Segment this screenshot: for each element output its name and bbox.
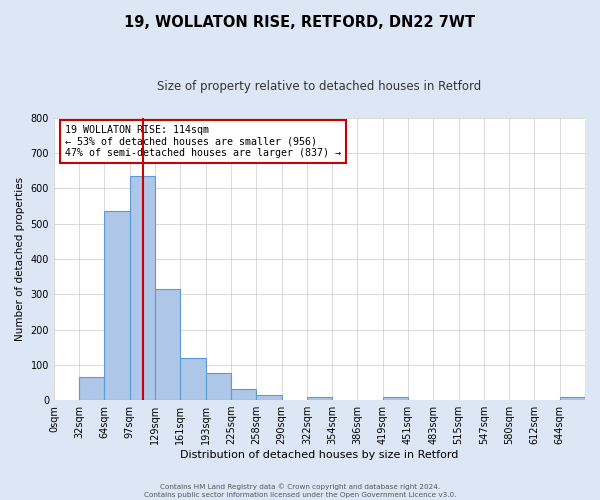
Bar [155,289,181,400]
Bar [206,372,231,400]
Bar [79,377,104,400]
Bar [104,212,130,400]
Text: Contains HM Land Registry data © Crown copyright and database right 2024.
Contai: Contains HM Land Registry data © Crown c… [144,484,456,498]
Bar [383,398,408,400]
Bar [256,396,281,400]
Bar [307,396,332,400]
Title: Size of property relative to detached houses in Retford: Size of property relative to detached ho… [157,80,482,93]
Bar [181,358,206,400]
Bar [130,176,155,400]
Text: 19, WOLLATON RISE, RETFORD, DN22 7WT: 19, WOLLATON RISE, RETFORD, DN22 7WT [124,15,476,30]
Bar [231,389,256,400]
Text: 19 WOLLATON RISE: 114sqm
← 53% of detached houses are smaller (956)
47% of semi-: 19 WOLLATON RISE: 114sqm ← 53% of detach… [65,125,341,158]
Y-axis label: Number of detached properties: Number of detached properties [15,177,25,341]
Bar [560,398,585,400]
X-axis label: Distribution of detached houses by size in Retford: Distribution of detached houses by size … [180,450,458,460]
